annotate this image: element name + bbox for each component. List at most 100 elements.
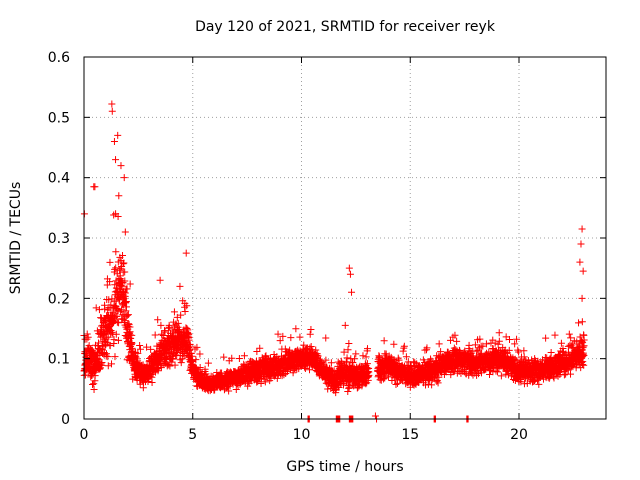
data-point <box>201 365 209 373</box>
data-point <box>465 341 473 349</box>
data-point <box>98 314 106 322</box>
outlier-point <box>110 137 118 145</box>
outlier-point <box>346 270 354 278</box>
data-point <box>110 211 118 219</box>
data-point <box>193 343 201 351</box>
data-point <box>185 336 193 344</box>
x-tick-label: 15 <box>401 427 419 443</box>
data-point <box>82 371 90 379</box>
data-point <box>124 311 132 319</box>
data-point <box>390 340 398 348</box>
data-point <box>340 348 348 356</box>
outlier-point <box>108 100 116 108</box>
outlier-point <box>114 131 122 139</box>
outlier-point <box>115 192 123 200</box>
data-point <box>87 373 95 381</box>
data-point <box>196 350 204 358</box>
data-point <box>575 319 583 327</box>
data-point <box>276 337 284 345</box>
outlier-point <box>578 225 586 233</box>
data-point <box>359 352 367 360</box>
data-point <box>88 380 96 388</box>
data-point <box>106 342 114 350</box>
data-point <box>343 354 351 362</box>
data-point <box>220 353 228 361</box>
outlier-point <box>156 276 164 284</box>
y-tick-label: 0.6 <box>48 50 70 66</box>
data-point <box>122 299 130 307</box>
data-point <box>511 340 519 348</box>
data-point <box>345 340 353 348</box>
data-point <box>261 378 269 386</box>
data-point <box>177 359 185 367</box>
data-point <box>494 340 502 348</box>
data-point <box>147 345 155 353</box>
data-point <box>119 252 127 260</box>
x-tick-label: 0 <box>80 427 89 443</box>
data-point <box>83 330 91 338</box>
data-point <box>228 354 236 362</box>
outlier-point <box>576 258 584 266</box>
data-point <box>123 285 131 293</box>
data-point <box>112 330 120 338</box>
data-point <box>120 259 128 267</box>
data-point <box>578 318 586 326</box>
outlier-point <box>120 174 128 182</box>
data-point <box>341 321 349 329</box>
data-point <box>384 373 392 381</box>
data-point <box>134 357 142 365</box>
data-point <box>169 328 177 336</box>
data-point <box>497 372 505 380</box>
data-point <box>344 388 352 396</box>
data-point <box>435 373 443 381</box>
data-point <box>232 386 240 393</box>
data-point <box>119 279 127 287</box>
data-point <box>84 333 92 341</box>
data-point <box>98 359 106 367</box>
data-point <box>166 362 174 370</box>
data-point <box>119 260 127 268</box>
data-point <box>434 379 442 387</box>
scatter-points <box>80 100 588 423</box>
x-tick-label: 20 <box>510 427 528 443</box>
data-point <box>123 311 131 319</box>
data-point <box>344 346 352 354</box>
data-point <box>106 278 114 286</box>
data-point <box>170 308 178 316</box>
outlier-point <box>121 228 129 236</box>
data-point <box>379 375 387 383</box>
data-point <box>286 346 294 354</box>
data-point <box>108 360 116 368</box>
data-point <box>186 343 194 351</box>
data-point <box>110 317 118 325</box>
data-point <box>380 337 388 345</box>
data-point <box>90 386 98 394</box>
data-point <box>92 304 100 312</box>
data-point <box>422 381 430 389</box>
chart-title: Day 120 of 2021, SRMTID for receiver rey… <box>195 19 496 35</box>
data-point <box>557 339 565 347</box>
data-point <box>394 379 402 387</box>
y-tick-label: 0.5 <box>48 110 70 126</box>
y-tick-label: 0.2 <box>48 291 70 307</box>
data-point <box>364 345 372 353</box>
data-point <box>352 350 360 358</box>
data-point <box>423 344 431 352</box>
data-point <box>225 387 233 395</box>
data-point <box>101 305 109 313</box>
data-point <box>392 381 400 389</box>
data-point <box>112 248 120 256</box>
outlier-point <box>577 240 585 248</box>
y-tick-label: 0.1 <box>48 352 70 368</box>
grid <box>84 57 606 419</box>
data-point <box>365 371 373 379</box>
y-tick-label: 0.4 <box>48 171 70 187</box>
data-point <box>134 349 142 357</box>
x-tick-label: 10 <box>293 427 311 443</box>
data-point <box>381 374 389 382</box>
tick-labels: 0 5 10 15 20 0 0.1 0.2 0.3 0.4 0.5 0.6 <box>48 50 528 443</box>
data-point <box>240 352 248 360</box>
data-point <box>279 332 287 340</box>
data-point <box>400 342 408 350</box>
